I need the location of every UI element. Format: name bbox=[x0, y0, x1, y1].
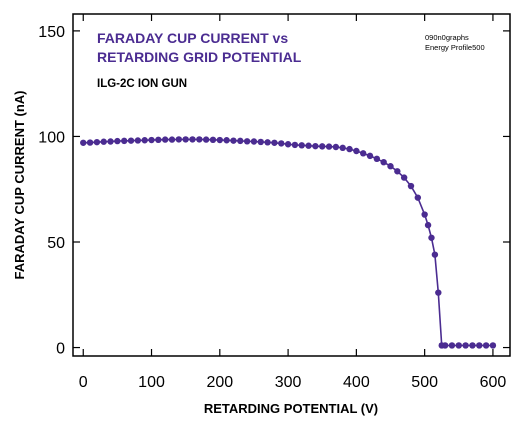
data-point bbox=[312, 142, 319, 150]
data-point bbox=[332, 143, 340, 151]
data-point bbox=[161, 136, 169, 143]
x-tick-label: 600 bbox=[480, 374, 507, 391]
chart-title-line-2: RETARDING GRID POTENTIAL bbox=[97, 49, 302, 65]
data-point bbox=[380, 159, 387, 166]
data-point bbox=[264, 139, 271, 146]
x-tick-label: 300 bbox=[275, 374, 302, 391]
data-point bbox=[230, 137, 237, 144]
data-point bbox=[202, 136, 210, 143]
data-point bbox=[305, 142, 312, 149]
data-point bbox=[462, 342, 469, 349]
y-tick-label: 100 bbox=[38, 129, 65, 146]
annotation-line-1: 090n0graphs bbox=[425, 33, 469, 42]
data-point bbox=[414, 194, 422, 201]
data-point bbox=[407, 182, 415, 190]
data-point bbox=[455, 342, 462, 349]
data-point bbox=[182, 136, 189, 143]
data-point bbox=[489, 342, 497, 349]
data-point bbox=[284, 141, 292, 148]
data-point bbox=[257, 138, 264, 146]
data-point bbox=[107, 138, 114, 145]
x-tick-label: 400 bbox=[343, 374, 370, 391]
chart-title-line-1: FARADAY CUP CURRENT vs bbox=[97, 30, 288, 46]
data-point bbox=[476, 342, 483, 349]
data-point bbox=[155, 136, 162, 144]
data-point bbox=[114, 137, 121, 145]
annotation-line-2: Energy Profile500 bbox=[425, 43, 485, 52]
data-point bbox=[431, 251, 439, 258]
data-point bbox=[223, 137, 230, 144]
series-layer bbox=[80, 136, 497, 349]
y-axis-label: FARADAY CUP CURRENT (nA) bbox=[12, 91, 27, 280]
y-tick-label: 50 bbox=[47, 235, 65, 252]
chart-subtitle: ILG-2C ION GUN bbox=[97, 78, 187, 90]
data-point bbox=[141, 137, 148, 144]
y-tick-label: 150 bbox=[38, 24, 65, 41]
plot-frame bbox=[72, 13, 511, 357]
data-point bbox=[373, 155, 381, 163]
data-point bbox=[428, 234, 435, 241]
data-point bbox=[209, 136, 217, 144]
data-point bbox=[127, 137, 135, 144]
data-point bbox=[243, 138, 251, 145]
data-point bbox=[93, 138, 101, 146]
data-point bbox=[469, 342, 476, 349]
series-line bbox=[83, 138, 493, 347]
data-point bbox=[216, 136, 224, 144]
data-point bbox=[421, 211, 428, 218]
data-point bbox=[325, 143, 333, 150]
y-tick-label: 0 bbox=[56, 341, 65, 358]
data-point bbox=[175, 136, 183, 143]
data-point bbox=[189, 136, 196, 143]
data-point bbox=[435, 289, 442, 296]
data-point bbox=[278, 140, 285, 147]
data-point bbox=[359, 150, 367, 157]
data-point bbox=[80, 139, 87, 146]
data-point bbox=[482, 342, 490, 349]
data-point bbox=[346, 145, 353, 153]
x-tick-label: 500 bbox=[411, 374, 438, 391]
data-point bbox=[250, 138, 258, 145]
data-point bbox=[353, 147, 360, 155]
data-point bbox=[121, 137, 128, 145]
data-point bbox=[271, 139, 278, 146]
data-point bbox=[168, 136, 176, 143]
data-point bbox=[424, 221, 432, 229]
data-point bbox=[237, 137, 244, 145]
x-tick-label: 200 bbox=[206, 374, 233, 391]
data-point bbox=[134, 137, 142, 144]
x-axis: 0 100 200 300 400 500 600 bbox=[79, 14, 507, 391]
data-point bbox=[100, 138, 107, 145]
x-tick-label: 0 bbox=[79, 374, 88, 391]
data-point bbox=[394, 168, 401, 175]
data-point bbox=[441, 342, 449, 349]
data-point bbox=[448, 342, 456, 349]
y-axis: 0 50 100 150 bbox=[38, 24, 510, 358]
x-tick-label: 100 bbox=[138, 374, 165, 391]
data-point bbox=[339, 144, 346, 152]
data-point bbox=[400, 174, 408, 181]
data-point bbox=[196, 136, 203, 143]
data-point bbox=[148, 136, 155, 144]
data-point bbox=[291, 141, 299, 149]
data-point bbox=[319, 143, 326, 150]
data-point bbox=[298, 142, 305, 149]
data-point bbox=[366, 152, 374, 160]
x-axis-label: RETARDING POTENTIAL (V) bbox=[204, 401, 378, 416]
data-point bbox=[387, 163, 394, 170]
data-point bbox=[86, 139, 94, 146]
